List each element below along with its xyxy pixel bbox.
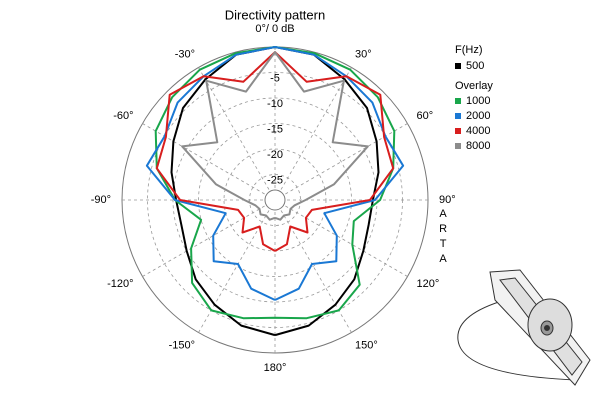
legend: F(Hz) 500 1000 2000 4000 8000 Overlay (455, 44, 493, 152)
legend-swatch (455, 128, 461, 134)
radial-grid-line (198, 199, 276, 333)
theta-tick-label: 120° (416, 278, 439, 290)
r-tick-label: -20 (267, 149, 283, 161)
series-line (181, 51, 369, 221)
legend-swatch (455, 113, 461, 119)
radial-grid-line (274, 199, 408, 277)
legend-label: 2000 (466, 110, 490, 122)
ring-grid-line (249, 174, 301, 226)
theta-tick-label: 90° (439, 194, 456, 206)
chart-title: Directivity pattern (225, 7, 325, 22)
legend-subtitle: Overlay (455, 80, 493, 92)
r-tick-label: -15 (267, 123, 283, 135)
theta-tick-label: 60° (416, 110, 433, 122)
legend-label: 500 (466, 60, 484, 72)
theta-tick-label: 180° (264, 362, 287, 374)
legend-label: 1000 (466, 95, 490, 107)
r-tick-label: -5 (270, 72, 280, 84)
watermark: ARTA (437, 208, 449, 268)
theta-tick-label: -150° (169, 339, 195, 351)
legend-label: 8000 (466, 140, 490, 152)
theta-tick-label: -60° (113, 110, 133, 122)
legend-swatch (455, 98, 461, 104)
r-tick-label: -10 (267, 98, 283, 110)
theta-tick-label: -30° (175, 48, 195, 60)
legend-swatch (455, 63, 461, 69)
r-tick-label: -25 (267, 174, 283, 186)
theta-tick-label: 0°/ 0 dB (255, 23, 294, 35)
center-hole (264, 189, 286, 211)
theta-tick-label: 150° (355, 339, 378, 351)
legend-title: F(Hz) (455, 44, 483, 56)
theta-tick-label: -120° (107, 278, 133, 290)
theta-tick-label: 30° (355, 48, 372, 60)
radial-grid-line (198, 67, 276, 201)
series-line (145, 46, 405, 301)
speaker-icon (457, 269, 591, 386)
ring-grid-line (198, 123, 352, 277)
radial-grid-line (142, 123, 276, 201)
ring-grid-line (172, 97, 378, 303)
theta-tick-label: -90° (91, 194, 111, 206)
legend-label: 4000 (466, 125, 490, 137)
radial-grid-line (274, 67, 352, 201)
legend-swatch (455, 143, 461, 149)
grid: 0°/ 0 dB 30° 60° 90° 120° 150° 180° -150° -120° -… (91, 23, 456, 374)
ring-grid-line (147, 72, 403, 328)
